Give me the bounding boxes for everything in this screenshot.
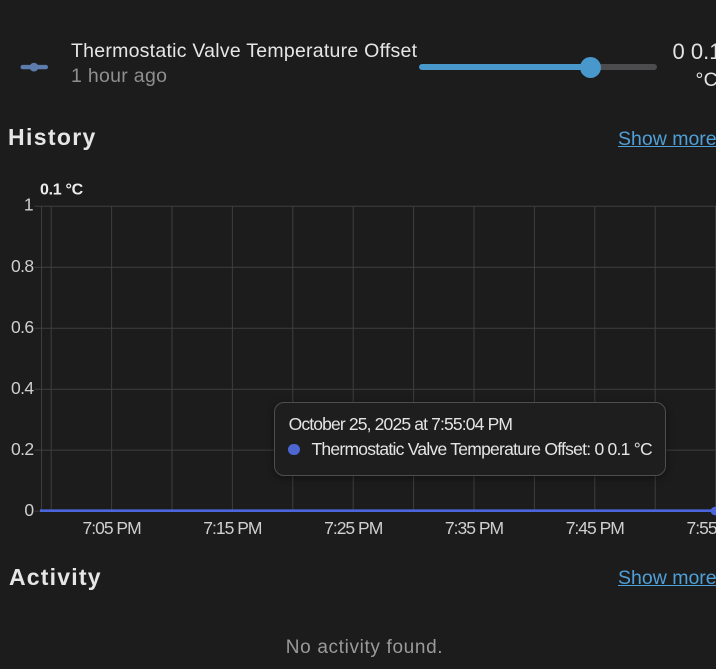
svg-text:0.2: 0.2: [11, 439, 34, 459]
svg-text:7:45 PM: 7:45 PM: [566, 518, 625, 538]
svg-text:0.6: 0.6: [11, 317, 34, 337]
svg-text:0.8: 0.8: [11, 256, 34, 276]
svg-text:0.4: 0.4: [11, 378, 34, 398]
svg-text:7:55 PM: 7:55 PM: [687, 518, 716, 538]
svg-text:0.1 °C: 0.1 °C: [40, 182, 84, 199]
svg-text:7:15 PM: 7:15 PM: [203, 518, 262, 538]
svg-text:0: 0: [24, 500, 34, 520]
svg-text:1: 1: [24, 194, 33, 214]
svg-text:7:05 PM: 7:05 PM: [83, 518, 142, 538]
svg-text:7:25 PM: 7:25 PM: [324, 518, 383, 538]
svg-text:7:35 PM: 7:35 PM: [445, 518, 504, 538]
